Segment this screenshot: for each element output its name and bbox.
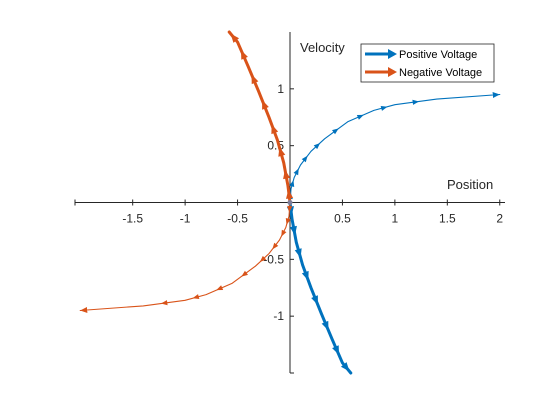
direction-arrow-negative-voltage xyxy=(272,242,279,250)
direction-arrow-positive-voltage xyxy=(289,225,297,236)
direction-arrow-positive-voltage xyxy=(412,99,420,105)
x-tick-label: 0.5 xyxy=(334,212,351,226)
direction-arrow-negative-voltage xyxy=(192,294,200,300)
direction-arrow-negative-voltage xyxy=(283,169,291,180)
legend-arrow-negative-voltage xyxy=(388,67,397,77)
origin-point xyxy=(287,200,293,205)
y-tick-label: -0.5 xyxy=(263,252,284,266)
direction-arrow-positive-voltage xyxy=(313,142,321,150)
x-axis-label: Position xyxy=(447,177,493,192)
direction-arrow-negative-voltage xyxy=(216,285,224,291)
direction-arrow-positive-voltage xyxy=(293,168,299,176)
direction-arrow-negative-voltage xyxy=(262,100,269,110)
direction-arrow-positive-voltage xyxy=(301,270,309,281)
direction-arrow-negative-voltage xyxy=(278,147,286,157)
legend-box xyxy=(360,43,495,83)
y-axis-label: Velocity xyxy=(300,40,345,55)
direction-arrow-negative-voltage xyxy=(281,229,287,237)
x-tick-label: 2 xyxy=(496,212,503,226)
direction-arrow-negative-voltage xyxy=(241,270,248,277)
direction-arrow-positive-voltage xyxy=(380,105,388,111)
direction-arrow-negative-voltage xyxy=(230,33,240,43)
trajectory-positive-voltage-1 xyxy=(288,201,353,375)
x-tick-label: 1.5 xyxy=(439,212,456,226)
direction-arrow-positive-voltage xyxy=(301,155,308,163)
direction-arrow-negative-voltage xyxy=(160,300,168,306)
legend-arrow-positive-voltage xyxy=(388,49,397,59)
x-tick-label: -0.5 xyxy=(227,212,248,226)
x-tick-label: -1 xyxy=(180,212,191,226)
y-tick-label: 1 xyxy=(277,82,284,96)
direction-arrow-negative-voltage xyxy=(287,205,293,213)
legend-label-negative-voltage: Negative Voltage xyxy=(399,67,482,79)
direction-arrow-positive-voltage xyxy=(332,345,340,355)
legend: Positive Voltage Negative Voltage xyxy=(360,43,495,83)
direction-arrow-positive-voltage xyxy=(332,128,339,135)
direction-arrow-positive-voltage xyxy=(289,180,295,187)
direction-arrow-negative-voltage xyxy=(271,124,279,135)
x-tick-label: 1 xyxy=(392,212,399,226)
direction-arrow-positive-voltage xyxy=(294,248,302,258)
ticks: -1.5 -1 -0.5 0.5 1 1.5 2-1-0.50.51 xyxy=(74,82,503,374)
direction-arrow-negative-voltage xyxy=(240,50,248,60)
direction-arrow-negative-voltage xyxy=(259,255,267,263)
direction-arrow-positive-voltage xyxy=(356,114,364,120)
y-tick-label: -1 xyxy=(273,309,284,323)
direction-arrow-negative-voltage xyxy=(285,218,291,225)
direction-arrow-negative-voltage xyxy=(285,189,294,199)
direction-arrow-positive-voltage xyxy=(321,320,329,331)
x-tick-label: -1.5 xyxy=(122,212,143,226)
direction-arrow-positive-voltage xyxy=(340,362,350,372)
direction-arrow-negative-voltage xyxy=(251,74,259,85)
trajectory-negative-voltage-1 xyxy=(227,30,292,204)
direction-arrow-positive-voltage xyxy=(311,295,318,305)
series-layer xyxy=(79,30,501,375)
legend-label-positive-voltage: Positive Voltage xyxy=(399,49,477,61)
